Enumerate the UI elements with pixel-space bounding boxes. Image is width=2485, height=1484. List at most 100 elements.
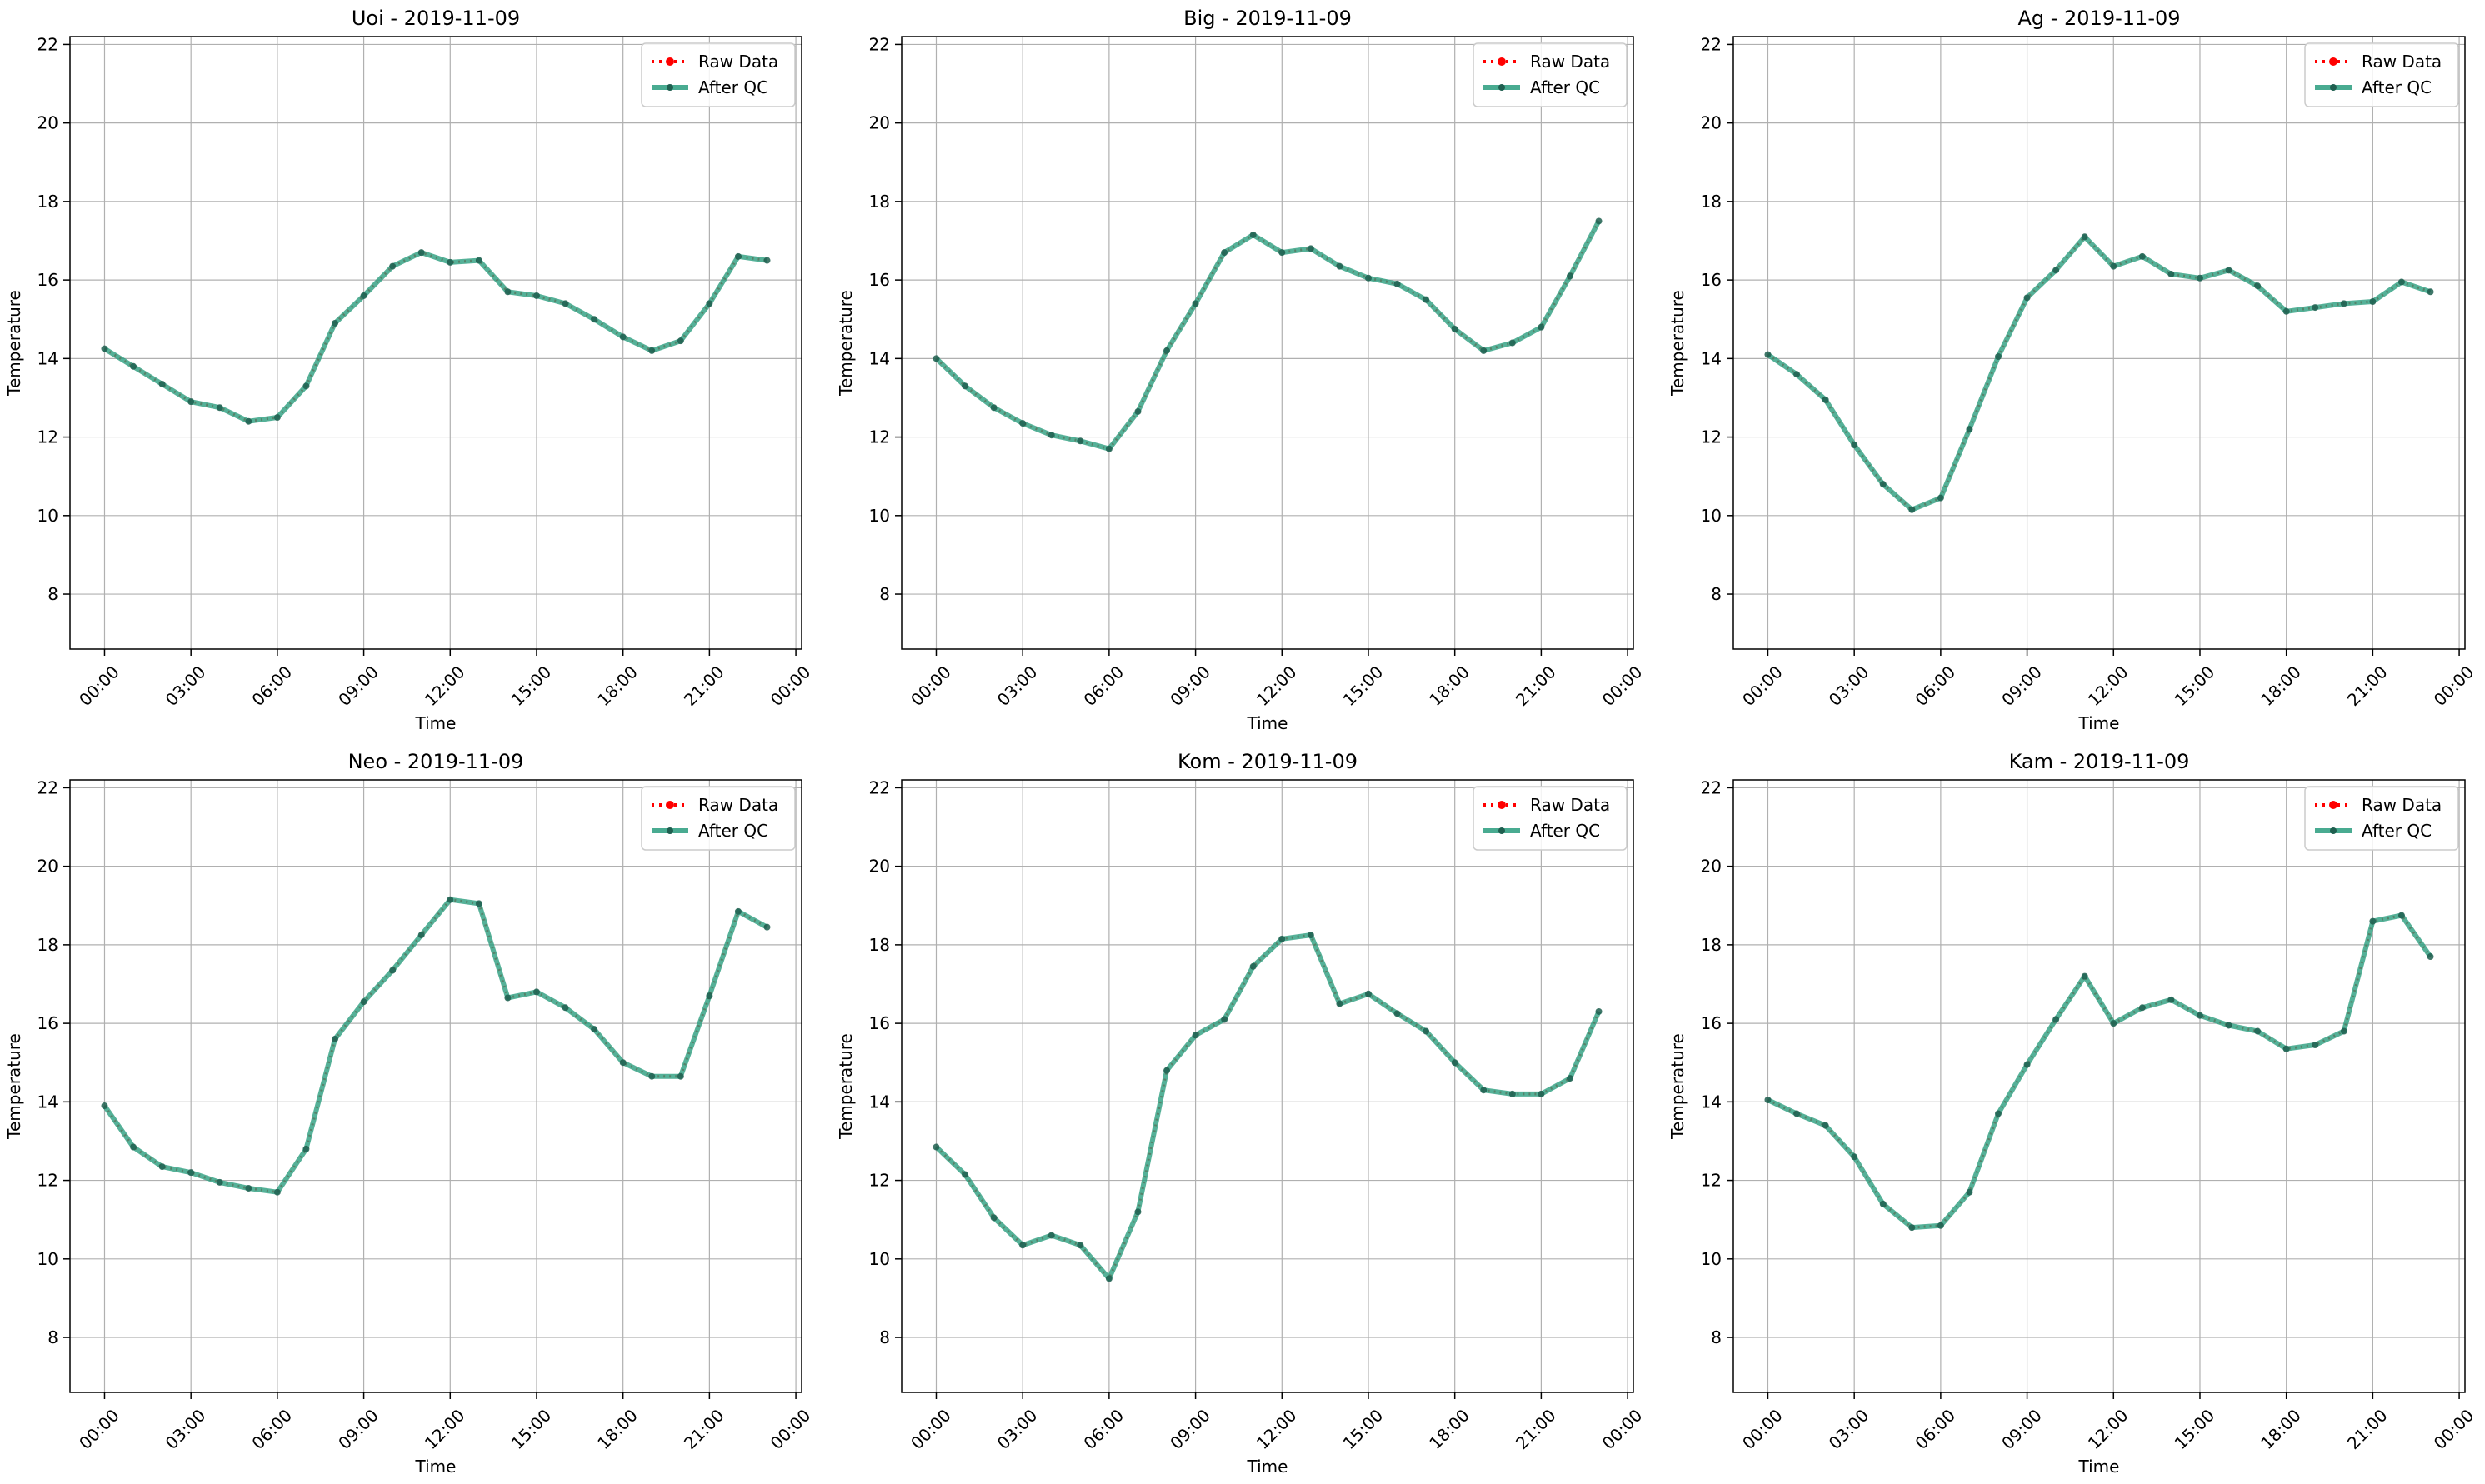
x-tick-label: 03:00 (162, 1405, 210, 1453)
y-tick-label: 22 (38, 777, 58, 797)
after-qc-point (2110, 1020, 2118, 1027)
after-qc-point (2340, 1027, 2348, 1035)
after-qc-point (1105, 445, 1112, 452)
x-tick-label: 15:00 (508, 662, 556, 710)
after-qc-point (447, 896, 454, 903)
x-tick-label: 00:00 (75, 1405, 123, 1453)
x-tick-label: 09:00 (334, 662, 382, 710)
y-tick-label: 10 (869, 506, 890, 526)
x-tick-label: 09:00 (1998, 662, 2046, 710)
after-qc-point (763, 923, 771, 931)
chart-title: Kam - 2019-11-09 (2009, 750, 2190, 773)
after-qc-point (2110, 262, 2118, 270)
x-tick-label: 12:00 (1252, 1405, 1301, 1453)
after-qc-point (1163, 347, 1171, 354)
after-qc-point (1480, 347, 1488, 354)
after-qc-point (418, 932, 425, 939)
y-axis-label: Temperature (4, 1033, 24, 1140)
y-tick-label: 18 (38, 192, 58, 212)
after-qc-point (1822, 396, 1829, 403)
x-tick-label: 18:00 (593, 662, 642, 710)
legend-qc-marker (667, 827, 673, 834)
after-qc-point (1019, 1242, 1027, 1249)
y-tick-label: 8 (879, 584, 890, 604)
after-qc-point (1077, 1242, 1084, 1249)
after-qc-point (101, 345, 108, 352)
x-axis-label: Time (415, 1457, 457, 1477)
x-tick-label: 09:00 (334, 1405, 382, 1453)
x-tick-label: 18:00 (1425, 1405, 1473, 1453)
after-qc-point (216, 1178, 223, 1186)
after-qc-point (1163, 1067, 1171, 1074)
after-qc-point (2023, 1061, 2031, 1068)
after-qc-point (418, 249, 425, 257)
after-qc-point (2196, 274, 2203, 282)
legend: Raw Data After QC (2304, 42, 2459, 107)
after-qc-point (1822, 1122, 1829, 1129)
after-qc-point (1851, 1153, 1858, 1161)
after-qc-point (2138, 1004, 2146, 1012)
after-qc-point (1336, 262, 1343, 270)
y-axis-label: Temperature (1668, 290, 1688, 397)
legend-raw-label: Raw Data (698, 795, 778, 815)
after-qc-point (360, 292, 368, 299)
y-tick-label: 10 (869, 1249, 890, 1269)
after-qc-point (763, 257, 771, 264)
x-tick-label: 15:00 (1339, 1405, 1388, 1453)
after-qc-point (2052, 267, 2060, 274)
y-tick-label: 10 (1701, 506, 1722, 526)
y-tick-label: 10 (38, 1249, 58, 1269)
chart-title: Big - 2019-11-09 (1183, 7, 1352, 30)
y-tick-label: 12 (38, 427, 58, 447)
after-qc-point (332, 319, 339, 327)
after-qc-point (1879, 1200, 1887, 1207)
after-qc-point (1134, 407, 1142, 415)
chart-title: Kom - 2019-11-09 (1178, 750, 1358, 773)
after-qc-point (158, 1163, 166, 1171)
y-tick-label: 8 (879, 1327, 890, 1347)
after-qc-point (389, 967, 397, 974)
after-qc-point (2369, 917, 2377, 925)
y-tick-label: 20 (38, 113, 58, 133)
after-qc-point (962, 1171, 969, 1178)
legend-qc-label: After QC (1530, 821, 1600, 841)
after-qc-point (1364, 274, 1372, 282)
after-qc-point (1019, 420, 1027, 427)
after-qc-point (2254, 282, 2262, 290)
after-qc-point (216, 404, 223, 412)
y-tick-label: 18 (869, 192, 890, 212)
y-tick-label: 10 (38, 506, 58, 526)
after-qc-point (2196, 1012, 2203, 1019)
after-qc-point (245, 417, 252, 425)
subplot-2: 00:00 03:00 06:00 09:00 12:00 15:00 18:00 21:00… (836, 7, 1646, 733)
chart-title: Uoi - 2019-11-09 (352, 7, 520, 30)
y-tick-label: 12 (38, 1171, 58, 1191)
x-tick-label: 21:00 (2343, 662, 2392, 710)
legend-box (2304, 786, 2459, 851)
after-qc-point (2225, 267, 2232, 274)
after-qc-point (1908, 506, 1916, 513)
after-qc-point (1307, 245, 1314, 252)
after-qc-point (1192, 1032, 1199, 1039)
after-qc-point (648, 1072, 656, 1080)
legend-qc-marker (2330, 84, 2337, 91)
after-qc-point (130, 362, 138, 370)
legend-raw-label: Raw Data (2362, 795, 2442, 815)
after-qc-point (1336, 1000, 1343, 1007)
x-tick-label: 00:00 (767, 662, 815, 710)
after-qc-point (1793, 371, 1801, 378)
y-tick-label: 14 (38, 348, 58, 368)
legend-raw-label: Raw Data (1530, 795, 1610, 815)
after-qc-point (188, 1169, 195, 1177)
y-tick-label: 10 (1701, 1249, 1722, 1269)
y-tick-label: 14 (869, 1092, 890, 1112)
after-qc-point (1451, 1059, 1458, 1067)
after-qc-point (990, 1214, 998, 1222)
x-tick-label: 06:00 (1079, 662, 1128, 710)
after-qc-line (102, 897, 768, 1195)
legend: Raw Data After QC (2304, 786, 2459, 851)
legend: Raw Data After QC (1472, 42, 1628, 107)
after-qc-point (1508, 339, 1516, 347)
after-qc-point (1851, 442, 1858, 448)
